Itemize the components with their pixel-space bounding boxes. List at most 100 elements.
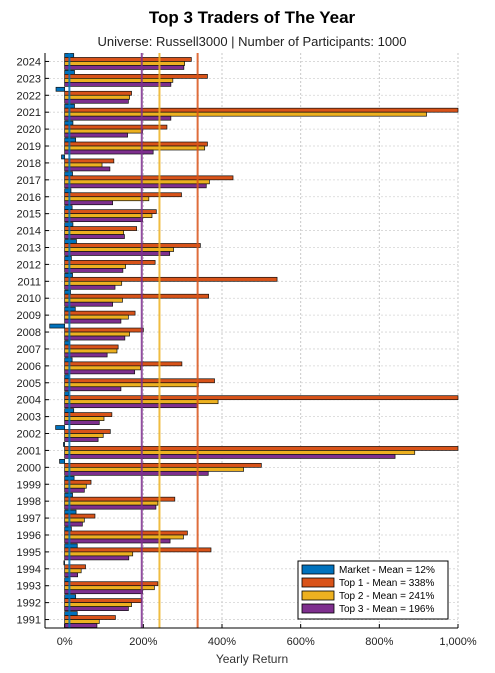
legend-entry-label-3: Top 3 - Mean = 196% [339,604,434,615]
y-tick-label: 2000 [17,462,41,474]
y-tick-label: 2020 [17,124,41,136]
bar-1998-series-2 [64,500,159,506]
bar-2013-series-0 [64,239,77,244]
bar-2024-series-2 [64,61,185,66]
bar-2003-series-2 [64,416,105,421]
bar-1998-series-1 [64,496,176,502]
y-tick-label: 1998 [17,496,41,508]
legend-entry-label-2: Top 2 - Mean = 241% [339,591,434,602]
bar-2021-series-2 [64,111,427,117]
bar-1994-series-0 [63,560,66,566]
chart-subtitle: Universe: Russell3000 | Number of Partic… [97,34,406,49]
bars-layer [49,53,459,628]
bar-1997-series-2 [64,517,85,523]
y-tick-label: 2016 [17,192,41,204]
bar-2002-series-3 [64,437,99,442]
x-tick-label: 800% [365,636,393,648]
bar-2024-series-3 [64,65,185,70]
y-tick-label: 2022 [17,90,41,102]
bar-2000-series-0 [59,458,66,464]
bar-2018-series-3 [64,166,111,172]
bar-2003-series-1 [64,412,113,417]
bar-2021-series-3 [64,115,172,121]
y-tick-label: 1995 [17,547,41,559]
bar-2023-series-2 [64,78,174,83]
legend-swatch-0 [301,564,335,575]
y-tick-label: 2009 [17,310,41,322]
bar-1991-series-1 [64,615,116,620]
bar-2002-series-2 [64,433,104,438]
y-tick-label: 2006 [17,361,41,373]
bar-2009-series-2 [64,314,129,320]
bar-2001-series-1 [64,446,459,451]
bar-2019-series-1 [64,141,208,147]
legend-swatch-1 [301,577,335,588]
bar-2007-series-2 [64,348,118,354]
chart-title: Top 3 Traders of The Year [149,8,356,27]
bar-2008-series-3 [64,335,126,341]
bar-2010-series-1 [64,293,209,299]
bar-1995-series-1 [64,547,212,553]
bar-2022-series-1 [64,90,132,96]
bar-2007-series-3 [64,352,108,358]
bar-2000-series-2 [64,466,244,472]
bar-1998-series-3 [64,504,157,510]
y-tick-label: 2024 [17,56,41,68]
x-tick-label: 1,000% [439,636,477,648]
bar-2020-series-2 [64,128,143,134]
bar-2008-series-1 [64,327,144,333]
bar-2014-series-3 [64,234,125,239]
bar-1995-series-0 [64,543,78,549]
bar-2018-series-0 [61,154,66,160]
bar-2006-series-3 [64,369,136,375]
bar-2020-series-1 [64,124,168,130]
bar-1992-series-1 [64,598,143,603]
bar-2014-series-2 [64,230,125,235]
bar-2010-series-2 [64,297,123,303]
bar-2013-series-3 [64,251,171,256]
x-tick-label: 200% [129,636,157,648]
bar-2023-series-1 [64,74,208,79]
bar-2002-series-1 [64,429,111,434]
y-tick-label: 2017 [17,175,41,187]
bar-1995-series-2 [64,551,134,557]
y-tick-label: 2003 [17,412,41,424]
bar-1991-series-0 [64,611,78,616]
bar-2002-series-0 [55,425,66,430]
bar-2001-series-2 [64,450,416,455]
bar-2011-series-2 [64,280,123,286]
bar-2023-series-3 [64,82,172,87]
legend-swatch-2 [301,590,335,601]
bar-2020-series-3 [64,132,128,138]
bar-2012-series-3 [64,268,124,273]
bar-2016-series-3 [64,200,114,206]
y-tick-label: 1997 [17,513,41,525]
bar-1994-series-2 [64,568,82,574]
y-tick-label: 2007 [17,344,41,356]
y-tick-label: 2023 [17,73,41,85]
y-tick-label: 2008 [17,327,41,339]
bar-1996-series-1 [64,530,188,536]
bar-2005-series-1 [64,378,215,384]
bar-1995-series-3 [64,555,130,561]
y-tick-label: 2001 [17,445,41,457]
bar-2011-series-3 [64,284,116,290]
bar-1992-series-3 [64,606,129,611]
bar-2005-series-0 [64,374,70,380]
bar-1994-series-3 [64,572,78,578]
bar-1993-series-1 [64,581,159,587]
bar-2005-series-3 [64,386,122,392]
y-tick-label: 2018 [17,158,41,170]
x-tick-label: 400% [208,636,236,648]
y-tick-label: 1993 [17,581,41,593]
bar-1993-series-3 [64,589,143,595]
bar-2015-series-3 [64,217,143,223]
bar-2022-series-0 [55,86,66,92]
legend: Market - Mean = 12% Top 1 - Mean = 338% To… [297,560,449,620]
bar-2004-series-0 [64,391,69,397]
legend-entry-label-1: Top 1 - Mean = 338% [339,578,434,589]
bar-2013-series-2 [64,247,174,252]
bar-2009-series-3 [64,318,122,324]
bar-2017-series-2 [64,179,210,185]
